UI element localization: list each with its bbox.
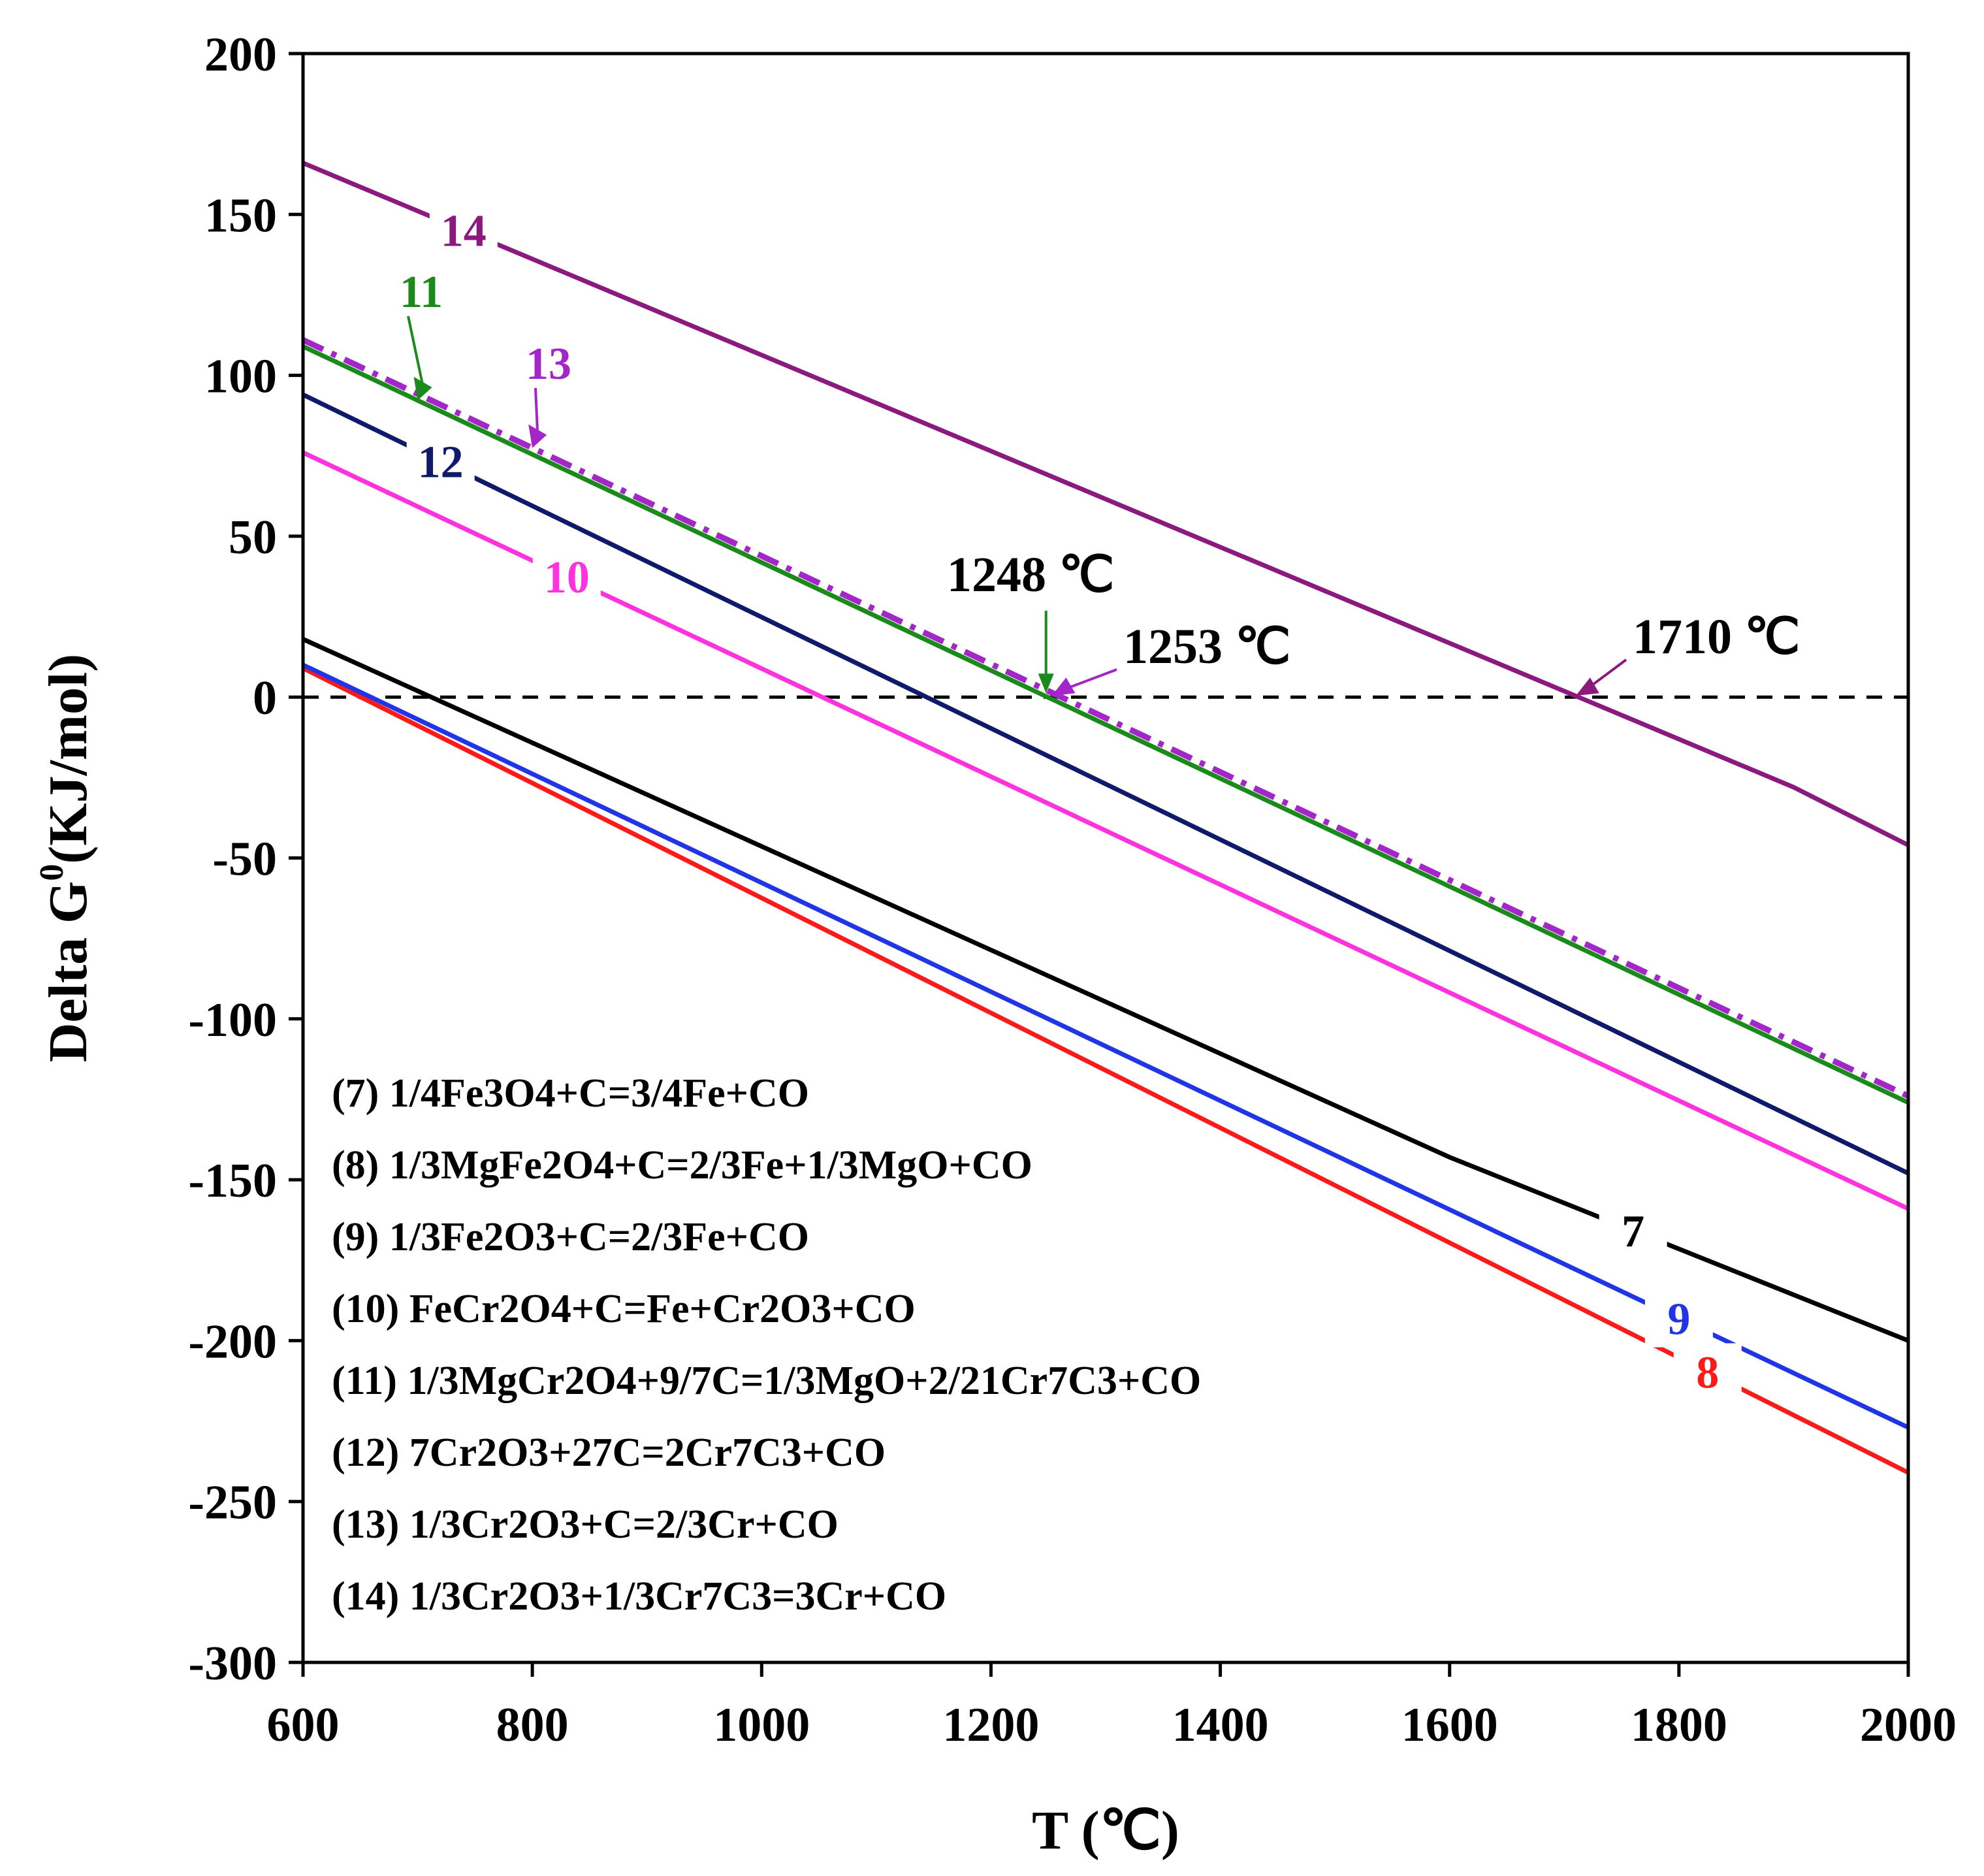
series-label-14: 14 — [441, 206, 487, 256]
y-tick-label: 50 — [229, 511, 277, 564]
series-label-13: 13 — [526, 339, 571, 389]
y-tick-label: -50 — [212, 833, 277, 886]
legend-entry: (14) 1/3Cr2O3+1/3Cr7C3=3Cr+CO — [332, 1574, 946, 1619]
series-line-13 — [302, 337, 1910, 1099]
series-line-7 — [302, 637, 1910, 1343]
x-tick-label: 1800 — [1631, 1698, 1727, 1752]
series-label-12: 12 — [418, 437, 464, 487]
y-tick-label: 200 — [204, 28, 277, 82]
series-layer — [302, 161, 1910, 1475]
x-tick-label: 1200 — [942, 1698, 1039, 1752]
annotation-1248: 1248 ℃ — [947, 547, 1114, 602]
x-tick-label: 1400 — [1172, 1698, 1269, 1752]
series-label-11: 11 — [400, 267, 443, 317]
x-tick-label: 1600 — [1401, 1698, 1498, 1752]
series-label-7: 7 — [1622, 1206, 1644, 1257]
series-label-8: 8 — [1696, 1348, 1719, 1398]
x-tick-label: 2000 — [1860, 1698, 1957, 1752]
plot-frame — [301, 52, 1910, 1664]
x-axis-title: T (℃) — [1032, 1800, 1179, 1861]
legend-entry: (10) FeCr2O4+C=Fe+Cr2O3+CO — [332, 1287, 916, 1331]
legend-entry: (12) 7Cr2O3+27C=2Cr7C3+CO — [332, 1431, 886, 1475]
series-label-10: 10 — [544, 553, 590, 603]
annotation-1710: 1710 ℃ — [1633, 609, 1800, 664]
y-axis-title-main: Delta G — [38, 881, 99, 1063]
series-line-14 — [302, 161, 1910, 847]
legend-entry: (9) 1/3Fe2O3+C=2/3Fe+CO — [332, 1215, 809, 1259]
y-tick-label: 0 — [253, 671, 277, 725]
y-axis-title-superscript: 0 — [33, 864, 71, 881]
annotation-pointer-arrowhead — [1038, 673, 1054, 694]
y-axis-title-unit: (KJ/mol) — [38, 654, 99, 864]
label-pointer-line — [534, 387, 539, 434]
y-tick-label: -150 — [188, 1154, 277, 1208]
label-pointer-line — [407, 315, 424, 387]
legend-entry: (11) 1/3MgCr2O4+9/7C=1/3MgO+2/21Cr7C3+CO — [332, 1359, 1201, 1403]
x-tick-label: 800 — [496, 1698, 569, 1752]
annotation-pointer-arrowhead — [1051, 677, 1076, 696]
series-label-9: 9 — [1667, 1295, 1690, 1345]
ticks-layer: 600 800 1000 1200 1400 1600 1800 2000-300-250-2… — [188, 28, 1957, 1752]
label-pointer-arrowhead — [413, 376, 432, 400]
label-gap — [1673, 1343, 1742, 1401]
label-gap — [1644, 1289, 1713, 1348]
x-tick-label: 600 — [267, 1698, 340, 1752]
legend-entry: (13) 1/3Cr2O3+C=2/3Cr+CO — [332, 1502, 839, 1547]
series-line-12 — [302, 393, 1910, 1176]
annotation-pointer-arrowhead — [1575, 677, 1599, 696]
label-gap — [1599, 1201, 1667, 1259]
y-tick-label: 150 — [204, 189, 277, 242]
y-tick-label: -300 — [188, 1637, 277, 1690]
series-line-9 — [302, 662, 1910, 1430]
series-labels-layer: 14 11 13 12 10 798 — [400, 201, 1742, 1401]
y-tick-label: -100 — [188, 994, 277, 1047]
label-gap — [429, 201, 498, 259]
label-gap — [406, 432, 475, 491]
y-tick-label: -200 — [188, 1315, 277, 1368]
y-tick-label: 100 — [204, 350, 277, 404]
label-gap — [532, 548, 601, 606]
label-pointer-arrowhead — [528, 424, 547, 448]
annotation-1253: 1253 ℃ — [1123, 619, 1290, 674]
series-line-8 — [302, 666, 1910, 1475]
x-tick-label: 1000 — [713, 1698, 810, 1752]
legend-entry: (7) 1/4Fe3O4+C=3/4Fe+CO — [332, 1071, 809, 1116]
legend-entry: (8) 1/3MgFe2O4+C=2/3Fe+1/3MgO+CO — [332, 1143, 1032, 1188]
y-tick-label: -250 — [188, 1476, 277, 1530]
legend: (7) 1/4Fe3O4+C=3/4Fe+CO (8) 1/3MgFe2O4+C=… — [332, 1071, 1201, 1619]
series-line-11 — [302, 344, 1910, 1105]
y-axis-title: Delta G0(KJ/mol) — [33, 654, 99, 1063]
